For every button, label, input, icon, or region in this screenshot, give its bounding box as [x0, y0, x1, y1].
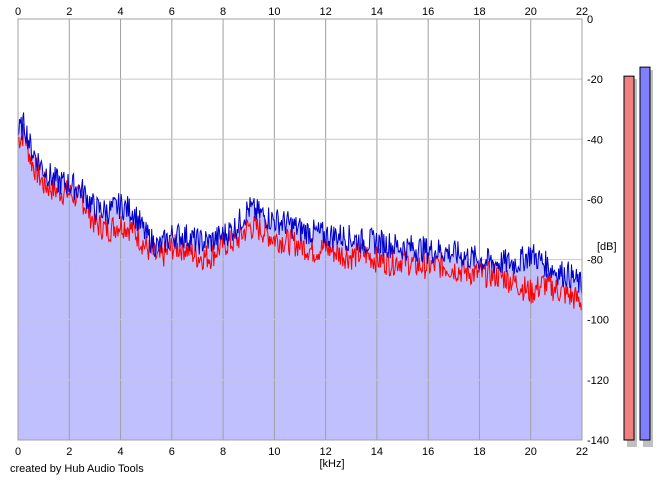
- y-tick-label: -100: [587, 315, 609, 327]
- x-tick-label-bottom: 10: [268, 446, 280, 458]
- x-tick-label-top: 6: [169, 6, 175, 18]
- x-tick-label-top: 18: [473, 6, 485, 18]
- x-tick-label-top: 2: [66, 6, 72, 18]
- x-tick-label-top: 8: [220, 6, 226, 18]
- x-tick-label-top: 12: [320, 6, 332, 18]
- x-tick-label-top: 10: [268, 6, 280, 18]
- x-tick-label-bottom: 18: [473, 446, 485, 458]
- x-tick-label-bottom: 6: [169, 446, 175, 458]
- y-axis-label: [dB]: [597, 241, 617, 253]
- y-tick-label: -80: [587, 255, 603, 267]
- y-tick-label: -20: [587, 74, 603, 86]
- grid-lines: [17, 18, 583, 441]
- y-tick-label: -120: [587, 375, 609, 387]
- level-meter-bar: [639, 66, 651, 441]
- spectrum-fill-area: [18, 112, 582, 440]
- level-meter-bar: [623, 75, 635, 441]
- x-tick-label-bottom: 0: [15, 446, 21, 458]
- x-tick-label-top: 16: [422, 6, 434, 18]
- x-tick-label-top: 22: [576, 6, 588, 18]
- x-tick-label-bottom: 22: [576, 446, 588, 458]
- x-tick-label-bottom: 4: [117, 446, 123, 458]
- y-tick-labels: 0 -20 -40 -60 -80 -100 -120 -140: [587, 14, 609, 447]
- x-tick-label-bottom: 20: [525, 446, 537, 458]
- x-tick-label-top: 20: [525, 6, 537, 18]
- x-tick-label-top: 4: [117, 6, 123, 18]
- x-tick-label-bottom: 14: [371, 446, 383, 458]
- x-tick-label-bottom: 16: [422, 446, 434, 458]
- x-tick-label-bottom: 2: [66, 446, 72, 458]
- y-tick-label: 0: [587, 14, 593, 26]
- y-tick-label: -60: [587, 194, 603, 206]
- level-meters: [623, 66, 653, 447]
- x-axis-label: [kHz]: [319, 458, 344, 470]
- y-tick-label: -40: [587, 134, 603, 146]
- spectrum-line-channel-b: [17, 112, 583, 295]
- x-tick-label-bottom: 8: [220, 446, 226, 458]
- credit-text: created by Hub Audio Tools: [10, 463, 144, 475]
- x-tick-label-top: 0: [15, 6, 21, 18]
- spectrum-line-channel-a: [17, 123, 583, 311]
- y-tick-label: -140: [587, 435, 609, 447]
- x-tick-label-bottom: 12: [320, 446, 332, 458]
- plot-border: [17, 18, 583, 441]
- x-tick-label-top: 14: [371, 6, 383, 18]
